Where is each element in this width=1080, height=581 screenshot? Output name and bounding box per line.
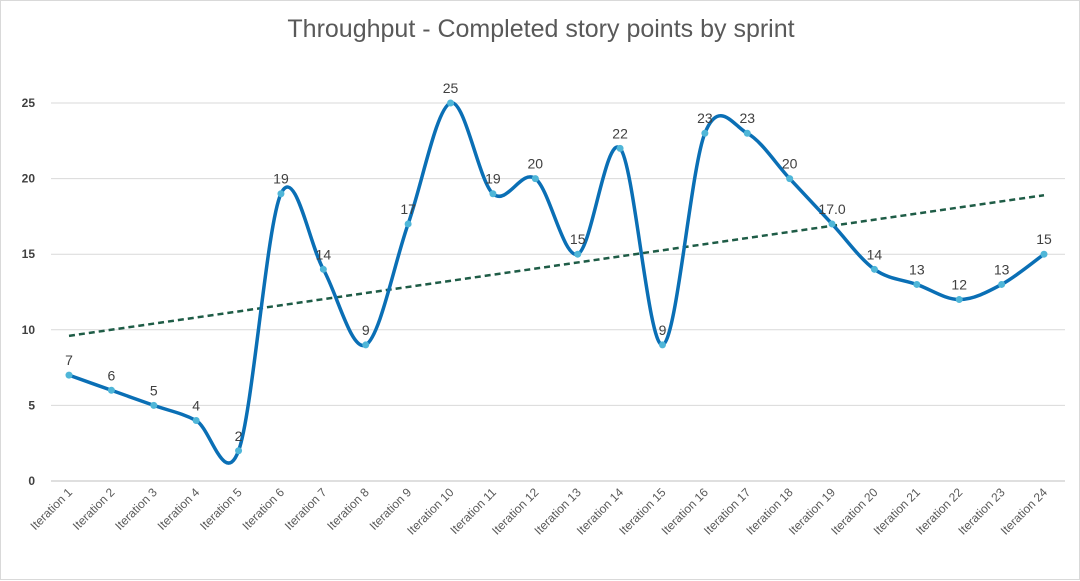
data-point [319, 265, 327, 273]
trendline-layer [68, 193, 1045, 338]
data-point [743, 129, 751, 137]
data-point [277, 190, 285, 198]
data-label: 25 [443, 80, 459, 96]
data-label: 17 [400, 201, 416, 217]
x-tick-label: Iteration 7 [282, 485, 330, 533]
x-tick-label: Iteration 24 [998, 485, 1051, 538]
data-label: 9 [659, 322, 667, 338]
data-point [65, 371, 73, 379]
data-label: 23 [739, 110, 755, 126]
gridlines [51, 102, 1065, 482]
data-label: 13 [909, 261, 925, 277]
data-label: 17.0 [818, 201, 845, 217]
data-label: 14 [867, 246, 883, 262]
data-point [955, 296, 963, 304]
data-label: 15 [570, 231, 586, 247]
data-label: 22 [612, 125, 628, 141]
data-label: 7 [65, 352, 73, 368]
y-tick-label: 0 [28, 474, 35, 488]
data-point [658, 341, 666, 349]
data-point [913, 280, 921, 288]
data-point [150, 401, 158, 409]
y-axis-ticks: 0 5 10 15 20 25 [22, 96, 36, 488]
x-tick-label: Iteration 2 [70, 485, 118, 533]
data-point [531, 175, 539, 183]
data-point [107, 386, 115, 394]
y-tick-label: 25 [22, 96, 36, 110]
x-tick-label: Iteration 3 [112, 485, 160, 533]
series-line [67, 101, 1046, 465]
x-tick-label: Iteration 5 [197, 485, 245, 533]
x-tick-label: Iteration 8 [324, 485, 372, 533]
data-point [362, 341, 370, 349]
data-point [870, 265, 878, 273]
data-point [616, 144, 624, 152]
data-point [786, 175, 794, 183]
data-label: 13 [994, 261, 1010, 277]
data-labels: 7 6 5 4 2 19 14 9 17 25 19 20 15 22 9 23 23 20 17.0 14 13 12 1… [65, 80, 1052, 444]
x-tick-label: Iteration 4 [155, 485, 203, 533]
data-label: 19 [273, 171, 289, 187]
data-label: 20 [528, 156, 544, 172]
data-point [235, 447, 243, 455]
data-label: 23 [697, 110, 713, 126]
data-point [447, 99, 455, 107]
y-tick-label: 15 [22, 247, 36, 261]
data-point [701, 129, 709, 137]
data-label: 9 [362, 322, 370, 338]
data-point [192, 417, 200, 425]
data-label: 2 [235, 428, 243, 444]
data-label: 14 [316, 246, 332, 262]
series-layer [65, 99, 1048, 465]
data-point [828, 220, 836, 228]
data-label: 20 [782, 156, 798, 172]
data-label: 4 [192, 398, 200, 414]
chart-title: Throughput - Completed story points by s… [287, 15, 795, 43]
data-point [1040, 250, 1048, 258]
y-tick-label: 5 [28, 398, 35, 412]
y-tick-label: 10 [22, 323, 36, 337]
x-tick-label: Iteration 1 [27, 485, 75, 533]
x-tick-label: Iteration 6 [239, 485, 287, 533]
data-point [489, 190, 497, 198]
y-tick-label: 20 [22, 172, 36, 186]
data-label: 12 [951, 277, 967, 293]
data-label: 19 [485, 171, 501, 187]
trendline [68, 193, 1045, 338]
data-label: 5 [150, 382, 158, 398]
data-point [574, 250, 582, 258]
data-label: 15 [1036, 231, 1052, 247]
data-label: 6 [107, 367, 115, 383]
data-point [404, 220, 412, 228]
data-point [998, 280, 1006, 288]
